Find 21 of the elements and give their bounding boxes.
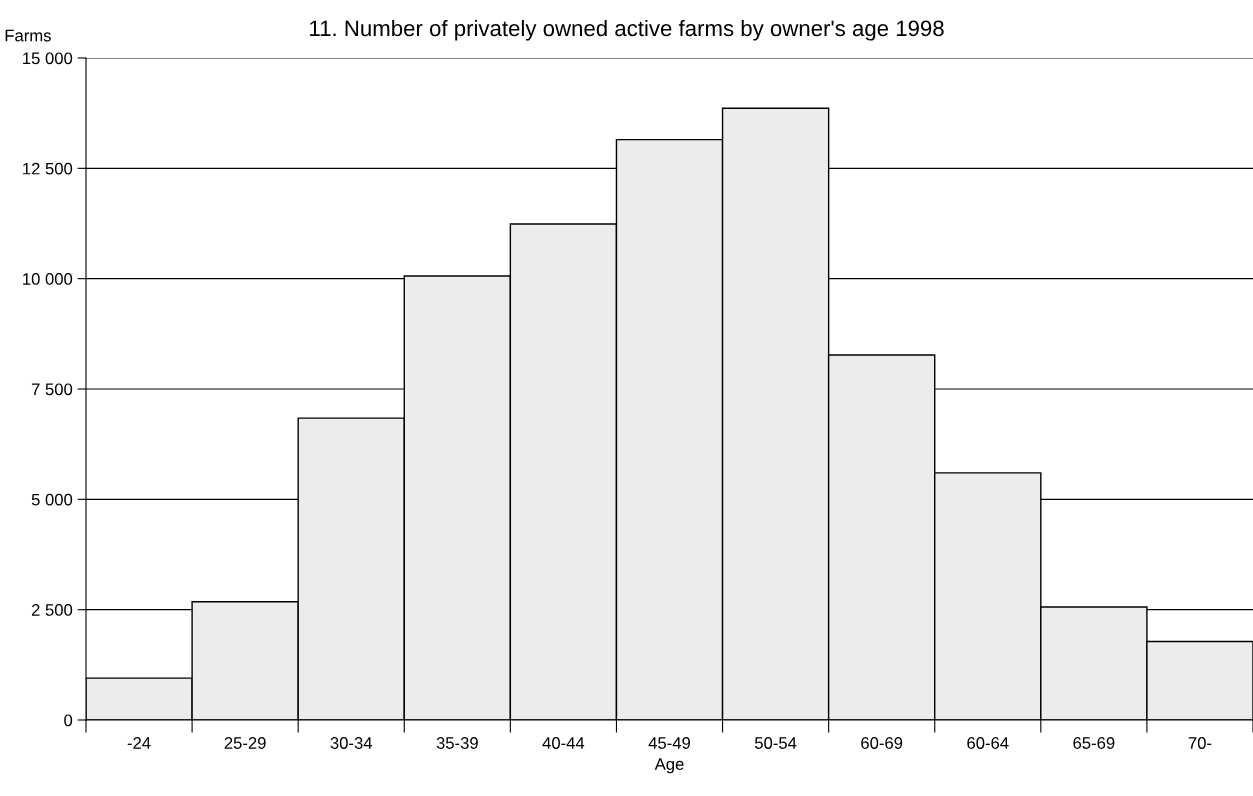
- x-tick-label: 50-54: [754, 737, 797, 749]
- x-tick-label: 40-44: [542, 737, 585, 749]
- y-tick-label: 5 000: [31, 493, 73, 506]
- y-tick-label: 12 500: [23, 162, 73, 175]
- x-tick-label: 70-: [1188, 737, 1212, 749]
- y-tick-label: 7 500: [31, 383, 73, 396]
- x-tick-label: 30-34: [330, 737, 373, 749]
- y-tick-label: 2 500: [31, 604, 73, 616]
- chart-title: 11. Number of privately owned active farms by owner's age 1998: [310, 19, 944, 41]
- x-tick-label: 45-49: [648, 737, 691, 749]
- y-tick-label: 0: [64, 714, 73, 727]
- x-axis-title: Age: [654, 758, 684, 774]
- x-tick-label: -24: [127, 737, 151, 749]
- x-tick-label: 65-69: [1073, 737, 1115, 749]
- y-tick-label: 10 000: [23, 273, 73, 285]
- x-tick-label: 25-29: [224, 737, 266, 749]
- x-tick-label: 60-64: [967, 737, 1009, 749]
- y-tick-label: 15 000: [23, 52, 73, 65]
- y-axis-title: Farms: [5, 29, 51, 42]
- x-tick-label: 60-69: [861, 737, 903, 749]
- x-tick-label: 35-39: [436, 737, 478, 749]
